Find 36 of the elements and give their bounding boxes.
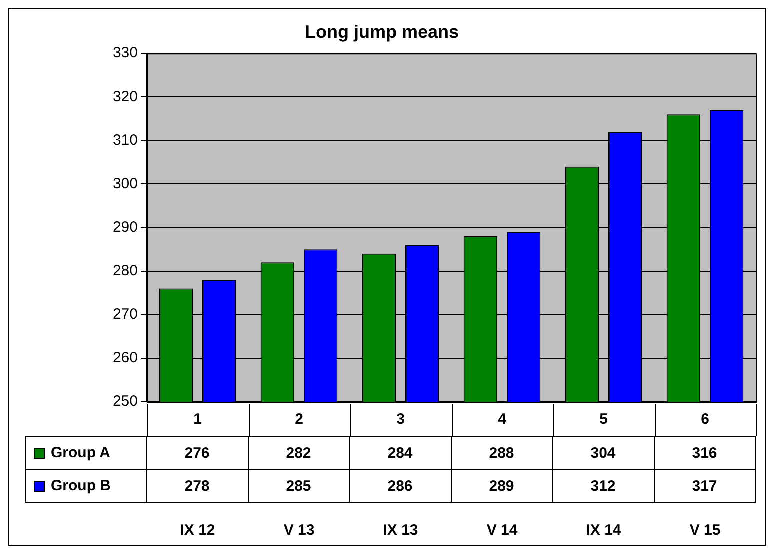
data-label: 286 (350, 470, 451, 502)
x-tick-label: 2 (295, 411, 304, 428)
data-label: 284 (350, 436, 451, 470)
legend-label: Group B (51, 478, 111, 495)
y-tick-label: 300 (112, 175, 138, 192)
y-tick-label: 260 (112, 350, 138, 367)
data-label: 276 (146, 436, 248, 470)
x-tick-label: 4 (498, 411, 508, 428)
text: IX 12 (180, 522, 216, 540)
data-label: 317 (654, 470, 756, 502)
x-tick-label: 5 (600, 411, 608, 428)
y-tick-label: 280 (112, 262, 138, 280)
x-tick-label: 6 (701, 411, 710, 428)
data-label: 278 (146, 470, 248, 502)
data-label: 316 (654, 436, 756, 470)
data-label: 312 (552, 470, 654, 502)
data-label: 304 (552, 436, 654, 470)
y-tick-label: 310 (112, 132, 138, 149)
y-tick-label: 320 (112, 88, 138, 106)
y-tick-label: 330 (112, 44, 138, 62)
legend-label: Group A (51, 444, 110, 462)
y-tick-label: 270 (112, 306, 138, 324)
data-label: 288 (451, 436, 552, 470)
x-tick-label: 3 (396, 411, 405, 428)
data-label: 282 (248, 436, 350, 470)
chart-title: Long jump means (304, 22, 460, 42)
text: V 13 (284, 522, 315, 540)
text: IX 14 (586, 522, 622, 540)
data-label: 289 (451, 470, 552, 502)
text: V 14 (486, 522, 518, 540)
text: V 15 (690, 522, 721, 540)
text: IX 13 (383, 522, 418, 540)
data-label: 285 (248, 470, 350, 502)
y-tick-label: 250 (112, 393, 138, 410)
x-tick-label: 1 (194, 411, 202, 428)
y-tick-label: 290 (112, 218, 138, 236)
